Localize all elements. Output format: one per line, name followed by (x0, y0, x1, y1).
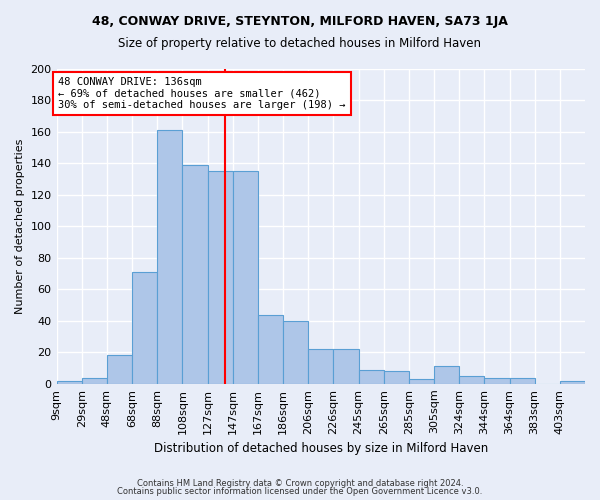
Bar (459, 376, 484, 384)
Text: Size of property relative to detached houses in Milford Haven: Size of property relative to detached ho… (119, 38, 482, 51)
Text: 48 CONWAY DRIVE: 136sqm
← 69% of detached houses are smaller (462)
30% of semi-d: 48 CONWAY DRIVE: 136sqm ← 69% of detache… (58, 77, 346, 110)
Bar (132, 272, 157, 384)
Bar (409, 379, 434, 384)
Y-axis label: Number of detached properties: Number of detached properties (15, 138, 25, 314)
Bar (258, 314, 283, 384)
Bar (434, 366, 459, 384)
Bar (283, 321, 308, 384)
Bar (182, 165, 208, 384)
Bar (560, 380, 585, 384)
Bar (107, 356, 132, 384)
X-axis label: Distribution of detached houses by size in Milford Haven: Distribution of detached houses by size … (154, 442, 488, 455)
Bar (334, 349, 359, 384)
Bar (383, 371, 409, 384)
Text: 48, CONWAY DRIVE, STEYNTON, MILFORD HAVEN, SA73 1JA: 48, CONWAY DRIVE, STEYNTON, MILFORD HAVE… (92, 15, 508, 28)
Bar (509, 378, 535, 384)
Text: Contains HM Land Registry data © Crown copyright and database right 2024.: Contains HM Land Registry data © Crown c… (137, 478, 463, 488)
Bar (484, 378, 509, 384)
Bar (208, 172, 233, 384)
Bar (82, 378, 107, 384)
Bar (157, 130, 182, 384)
Bar (233, 172, 258, 384)
Bar (308, 349, 334, 384)
Text: Contains public sector information licensed under the Open Government Licence v3: Contains public sector information licen… (118, 487, 482, 496)
Bar (56, 380, 82, 384)
Bar (359, 370, 383, 384)
